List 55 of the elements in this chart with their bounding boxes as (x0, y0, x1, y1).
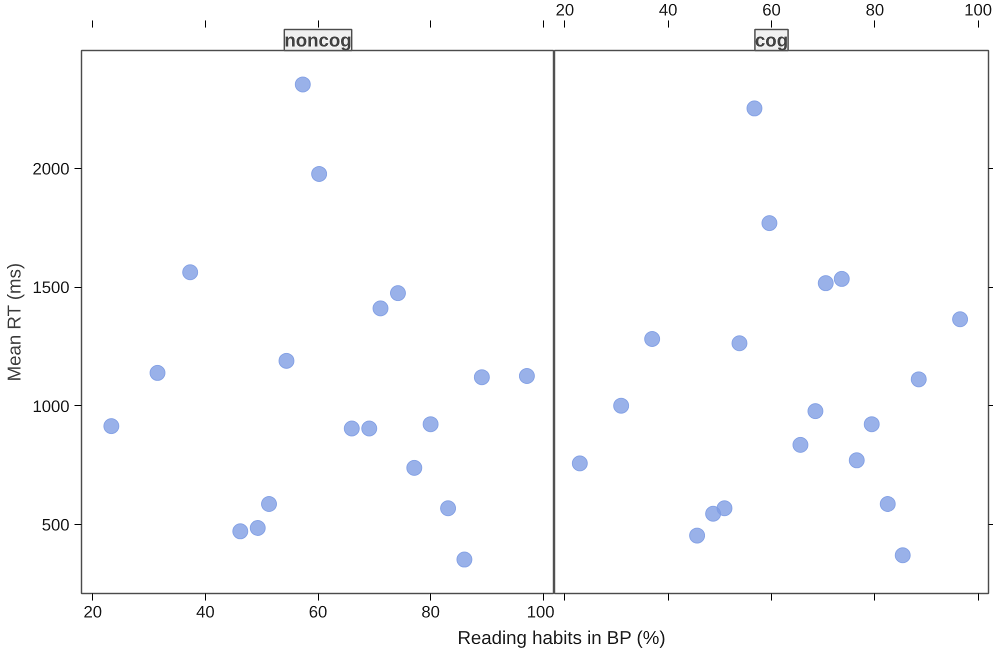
y-tick-label: 1500 (32, 278, 70, 298)
x-tick-label: 80 (421, 602, 440, 622)
point (182, 264, 198, 280)
chart-title: cog (754, 30, 788, 50)
point (731, 335, 748, 352)
point (372, 300, 389, 316)
point (361, 420, 378, 436)
point (440, 500, 456, 516)
point (344, 420, 360, 436)
x-tick-label: 40 (196, 602, 215, 622)
point (232, 523, 248, 540)
point (390, 285, 406, 302)
point (761, 215, 778, 232)
point (848, 452, 865, 468)
point (910, 371, 927, 388)
x-tick-label: 60 (308, 602, 328, 622)
point (278, 352, 294, 369)
x-tick-label: 100 (526, 602, 555, 622)
point (880, 496, 896, 512)
point (818, 275, 834, 292)
point (689, 528, 706, 544)
point (422, 416, 439, 432)
point (311, 166, 328, 182)
point (456, 552, 472, 568)
point (894, 547, 911, 564)
point (834, 270, 850, 287)
y-tick-label: 1000 (32, 396, 70, 416)
y-tick-label: 500 (42, 516, 70, 535)
point (644, 330, 660, 347)
point (807, 403, 824, 420)
chart-title: noncog (284, 30, 352, 50)
y-axis-title: Mean RT (ms) (3, 262, 24, 382)
x-tick-label: 80 (866, 0, 884, 20)
point (150, 364, 166, 381)
x-tick-label: 40 (658, 0, 678, 20)
point (406, 460, 422, 476)
point (572, 455, 588, 472)
x-tick-label: 20 (556, 0, 574, 20)
point (864, 416, 880, 432)
x-tick-label: 20 (84, 602, 102, 622)
point (250, 520, 266, 536)
x-tick-label: 100 (964, 0, 992, 20)
point (613, 398, 630, 414)
point (952, 311, 968, 328)
point (294, 76, 311, 92)
point (518, 368, 535, 384)
point (746, 100, 762, 116)
point (716, 500, 732, 516)
point (103, 418, 120, 434)
y-tick-label: 2000 (32, 160, 70, 178)
point (474, 369, 490, 386)
point (261, 496, 278, 512)
x-tick-label: 60 (762, 0, 781, 20)
point (792, 436, 808, 453)
x-axis-title: Reading habits in BP (%) (457, 626, 666, 650)
